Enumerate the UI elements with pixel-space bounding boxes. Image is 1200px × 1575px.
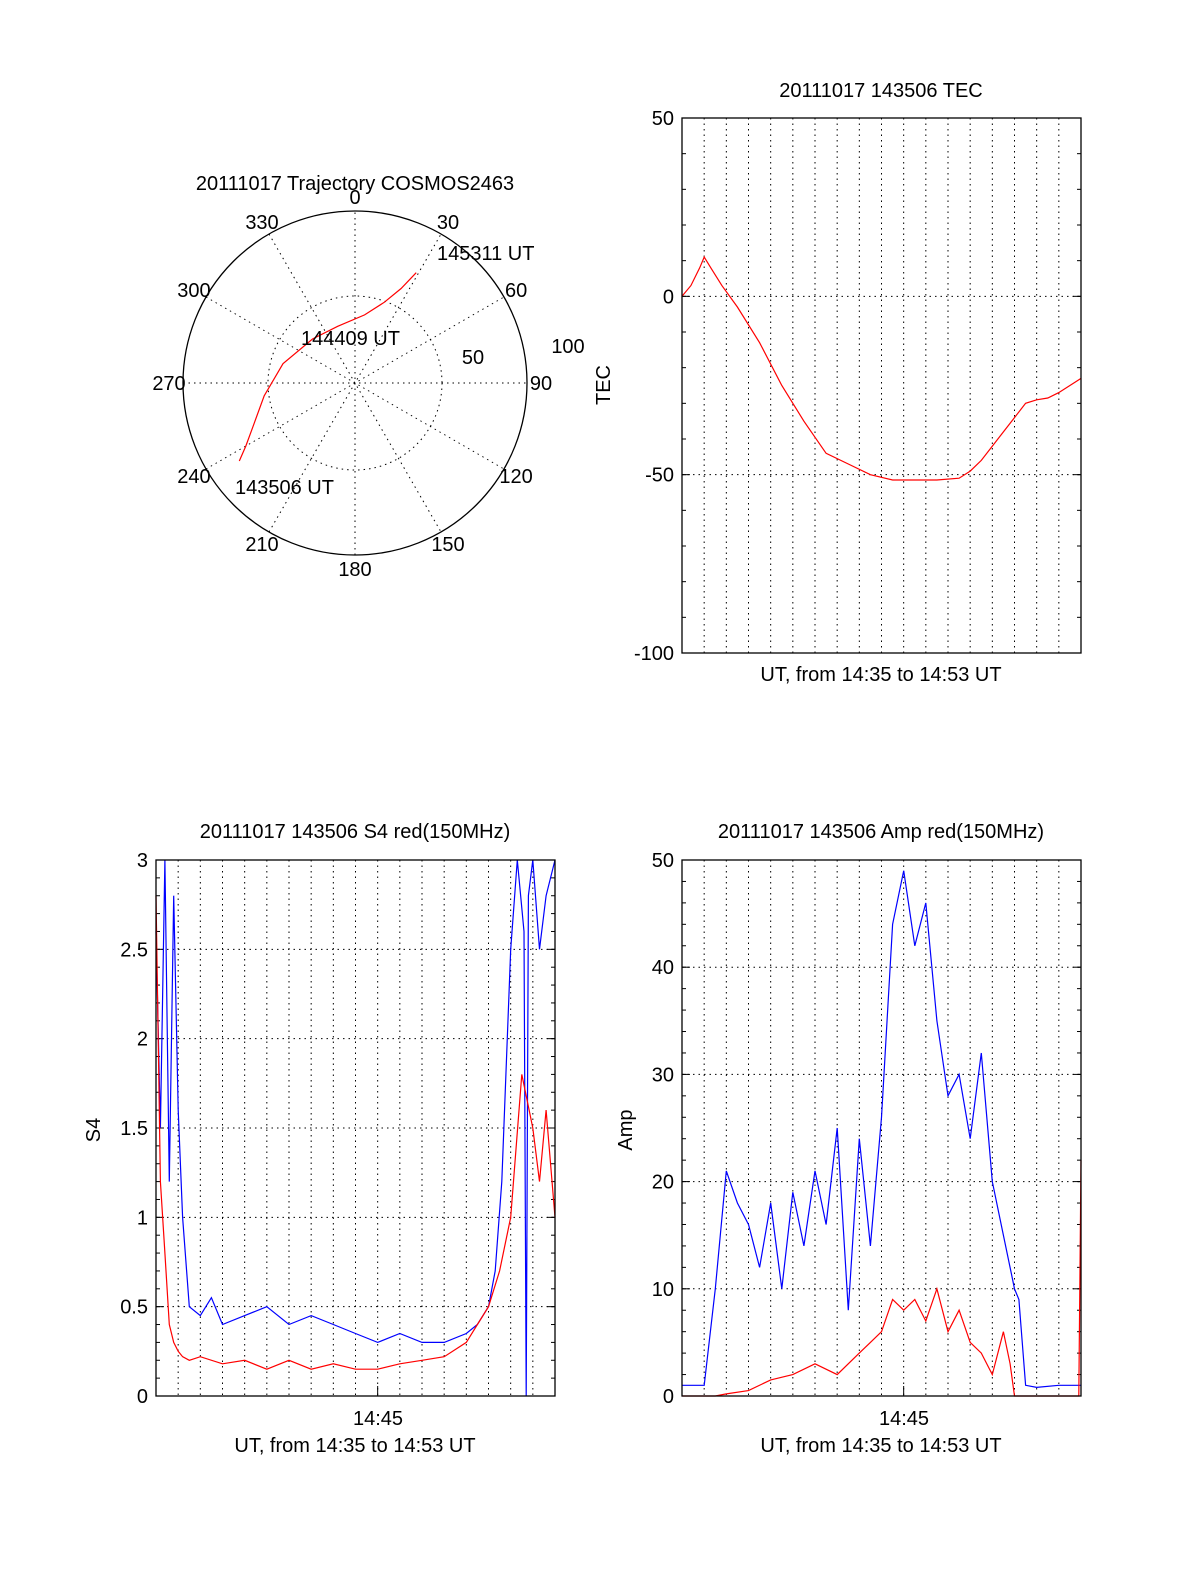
polar-angle-label: 180 (338, 559, 371, 581)
s4-y-ticks: 0 0.5 1 1.5 2 2.5 3 (120, 850, 555, 1408)
polar-angle-labels: 0 30 60 90 120 150 180 210 240 270 300 330 (152, 187, 552, 581)
polar-annotation-end: 145311 UT (437, 243, 534, 265)
amp-x-label: UT, from 14:35 to 14:53 UT (760, 1435, 1001, 1457)
polar-spoke (268, 233, 442, 533)
polar-angle-label: 240 (177, 466, 210, 488)
polar-angle-label: 120 (499, 466, 532, 488)
s4-grid (156, 860, 555, 1396)
s4-series-red-line (155, 895, 556, 1370)
amp-x-tick-label: 14:45 (879, 1408, 929, 1430)
amp-panel: 20111017 143506 Amp red(150MHz) 0 10 20 30 4… (615, 821, 1082, 1457)
polar-radial-label-50: 50 (462, 347, 484, 369)
tec-y-tick-label: 0 (663, 286, 674, 308)
polar-angle-label: 210 (245, 534, 278, 556)
s4-y-tick-label: 2 (137, 1029, 148, 1051)
polar-title: 20111017 Trajectory COSMOS2463 (196, 173, 514, 195)
polar-angle-label: 30 (437, 212, 459, 234)
s4-y-tick-label: 0 (137, 1386, 148, 1408)
tec-y-label: TEC (593, 365, 615, 405)
tec-series-line (681, 255, 1082, 481)
s4-y-tick-label: 2.5 (120, 939, 148, 961)
tec-title: 20111017 143506 TEC (779, 80, 983, 102)
s4-y-tick-label: 1.5 (120, 1118, 148, 1140)
polar-trajectory-line (238, 272, 417, 462)
tec-plot-frame (681, 117, 1082, 654)
s4-x-tick-label: 14:45 (353, 1408, 403, 1430)
polar-angle-label: 0 (349, 187, 360, 209)
s4-y-tick-label: 0.5 (120, 1297, 148, 1319)
polar-angle-label: 300 (177, 280, 210, 302)
polar-angle-label: 150 (431, 534, 464, 556)
amp-title: 20111017 143506 Amp red(150MHz) (718, 821, 1044, 843)
polar-annotation-mid: 144409 UT (301, 328, 400, 350)
s4-x-label: UT, from 14:35 to 14:53 UT (234, 1435, 475, 1457)
polar-spokes (183, 211, 527, 555)
amp-y-tick-label: 50 (652, 850, 674, 872)
amp-plot-frame (681, 859, 1082, 1397)
polar-annotation-start: 143506 UT (235, 477, 334, 499)
polar-angle-label: 330 (245, 212, 278, 234)
polar-radial-label-100: 100 (551, 336, 584, 358)
amp-series-blue-line (682, 870, 1081, 1389)
polar-angle-label: 270 (152, 373, 185, 395)
amp-series-red-line (682, 1160, 1082, 1397)
tec-y-tick-label: -100 (634, 643, 674, 665)
s4-panel: 20111017 143506 S4 red(150MHz) 0 0.5 1 1.5 2… (83, 821, 556, 1457)
amp-y-ticks: 0 10 20 30 40 50 (652, 850, 1081, 1408)
tec-panel: 20111017 143506 TEC 50 0 -50 -100 UT, from … (593, 80, 1082, 686)
tec-y-tick-label: -50 (645, 465, 674, 487)
amp-y-tick-label: 0 (663, 1386, 674, 1408)
s4-y-label: S4 (83, 1118, 105, 1142)
polar-angle-label: 90 (530, 373, 552, 395)
tec-y-tick-label: 50 (652, 108, 674, 130)
polar-panel: 20111017 Trajectory COSMOS2463 0 30 60 90 12… (152, 173, 584, 581)
amp-y-tick-label: 10 (652, 1279, 674, 1301)
s4-title: 20111017 143506 S4 red(150MHz) (200, 821, 511, 843)
amp-y-tick-label: 20 (652, 1172, 674, 1194)
s4-y-tick-label: 1 (137, 1207, 148, 1229)
amp-y-tick-label: 40 (652, 957, 674, 979)
amp-y-tick-label: 30 (652, 1064, 674, 1086)
tec-grid (682, 118, 1081, 653)
tec-x-label: UT, from 14:35 to 14:53 UT (760, 664, 1001, 686)
tec-y-ticks: 50 0 -50 -100 (634, 108, 1081, 665)
amp-grid (682, 860, 1081, 1396)
polar-angle-label: 60 (505, 280, 527, 302)
s4-plot-frame (155, 859, 556, 1397)
amp-y-label: Amp (615, 1109, 637, 1150)
s4-y-tick-label: 3 (137, 850, 148, 872)
